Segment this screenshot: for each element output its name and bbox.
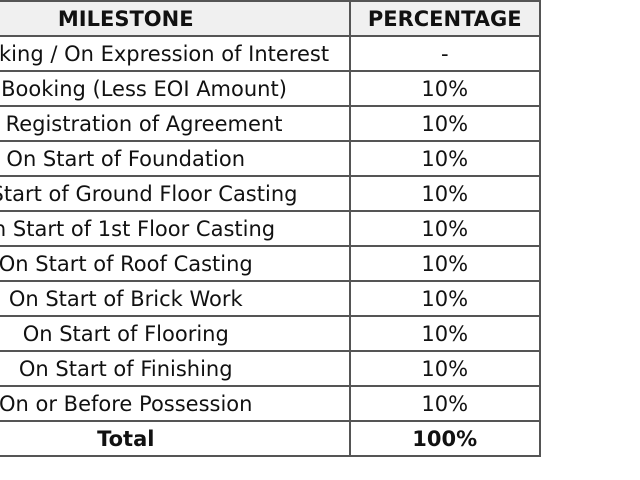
- milestone-cell: Total: [0, 420, 351, 457]
- percentage-cell: 10%: [348, 385, 541, 422]
- data-row: On Start of Brick Work 10%: [0, 280, 541, 317]
- percentage-cell: 10%: [348, 175, 541, 212]
- data-row: On Start of Flooring 10%: [0, 315, 541, 352]
- head-row: MILESTONE PERCENTAGE: [0, 0, 541, 37]
- data-row: On Start of Foundation 10%: [0, 140, 541, 177]
- percentage-cell: -: [348, 35, 541, 72]
- percentage-cell: 10%: [348, 350, 541, 387]
- milestone-cell: MILESTONE: [0, 0, 351, 37]
- data-row: On Booking (Less EOI Amount)10%: [0, 70, 541, 107]
- milestone-cell: On Booking (Less EOI Amount): [0, 70, 351, 107]
- data-row: On Start of 1st Floor Casting 10%: [0, 210, 541, 247]
- data-row: On or Before Possession 10%: [0, 385, 541, 422]
- milestone-cell: On Start of Roof Casting: [0, 245, 351, 282]
- milestone-cell: On Registration of Agreement: [0, 105, 351, 142]
- milestone-cell: On Start of Foundation: [0, 140, 351, 177]
- data-row: On Registration of Agreement 10%: [0, 105, 541, 142]
- percentage-cell: 10%: [348, 70, 541, 107]
- percentage-cell: 100%: [348, 420, 541, 457]
- data-row: On Start of Finishing 10%: [0, 350, 541, 387]
- milestone-cell: On Start of Flooring: [0, 315, 351, 352]
- milestone-cell: On Start of 1st Floor Casting: [0, 210, 351, 247]
- percentage-cell: 10%: [348, 280, 541, 317]
- payment-table: MILESTONEPERCENTAGEOn Booking / On Expre…: [0, 0, 541, 457]
- data-row: On Booking / On Expression of Interest-: [0, 35, 541, 72]
- milestone-cell: On or Before Possession: [0, 385, 351, 422]
- percentage-cell: 10%: [348, 140, 541, 177]
- milestone-cell: On Start of Ground Floor Casting: [0, 175, 351, 212]
- table-body: MILESTONEPERCENTAGEOn Booking / On Expre…: [0, 0, 541, 457]
- percentage-cell: 10%: [348, 245, 541, 282]
- data-row: On Start of Roof Casting 10%: [0, 245, 541, 282]
- percentage-cell: 10%: [348, 210, 541, 247]
- total-row: Total 100%: [0, 420, 541, 457]
- percentage-cell: 10%: [348, 105, 541, 142]
- percentage-cell: 10%: [348, 315, 541, 352]
- percentage-cell: PERCENTAGE: [348, 0, 541, 37]
- milestone-cell: On Start of Finishing: [0, 350, 351, 387]
- milestone-cell: On Booking / On Expression of Interest: [0, 35, 351, 72]
- milestone-cell: On Start of Brick Work: [0, 280, 351, 317]
